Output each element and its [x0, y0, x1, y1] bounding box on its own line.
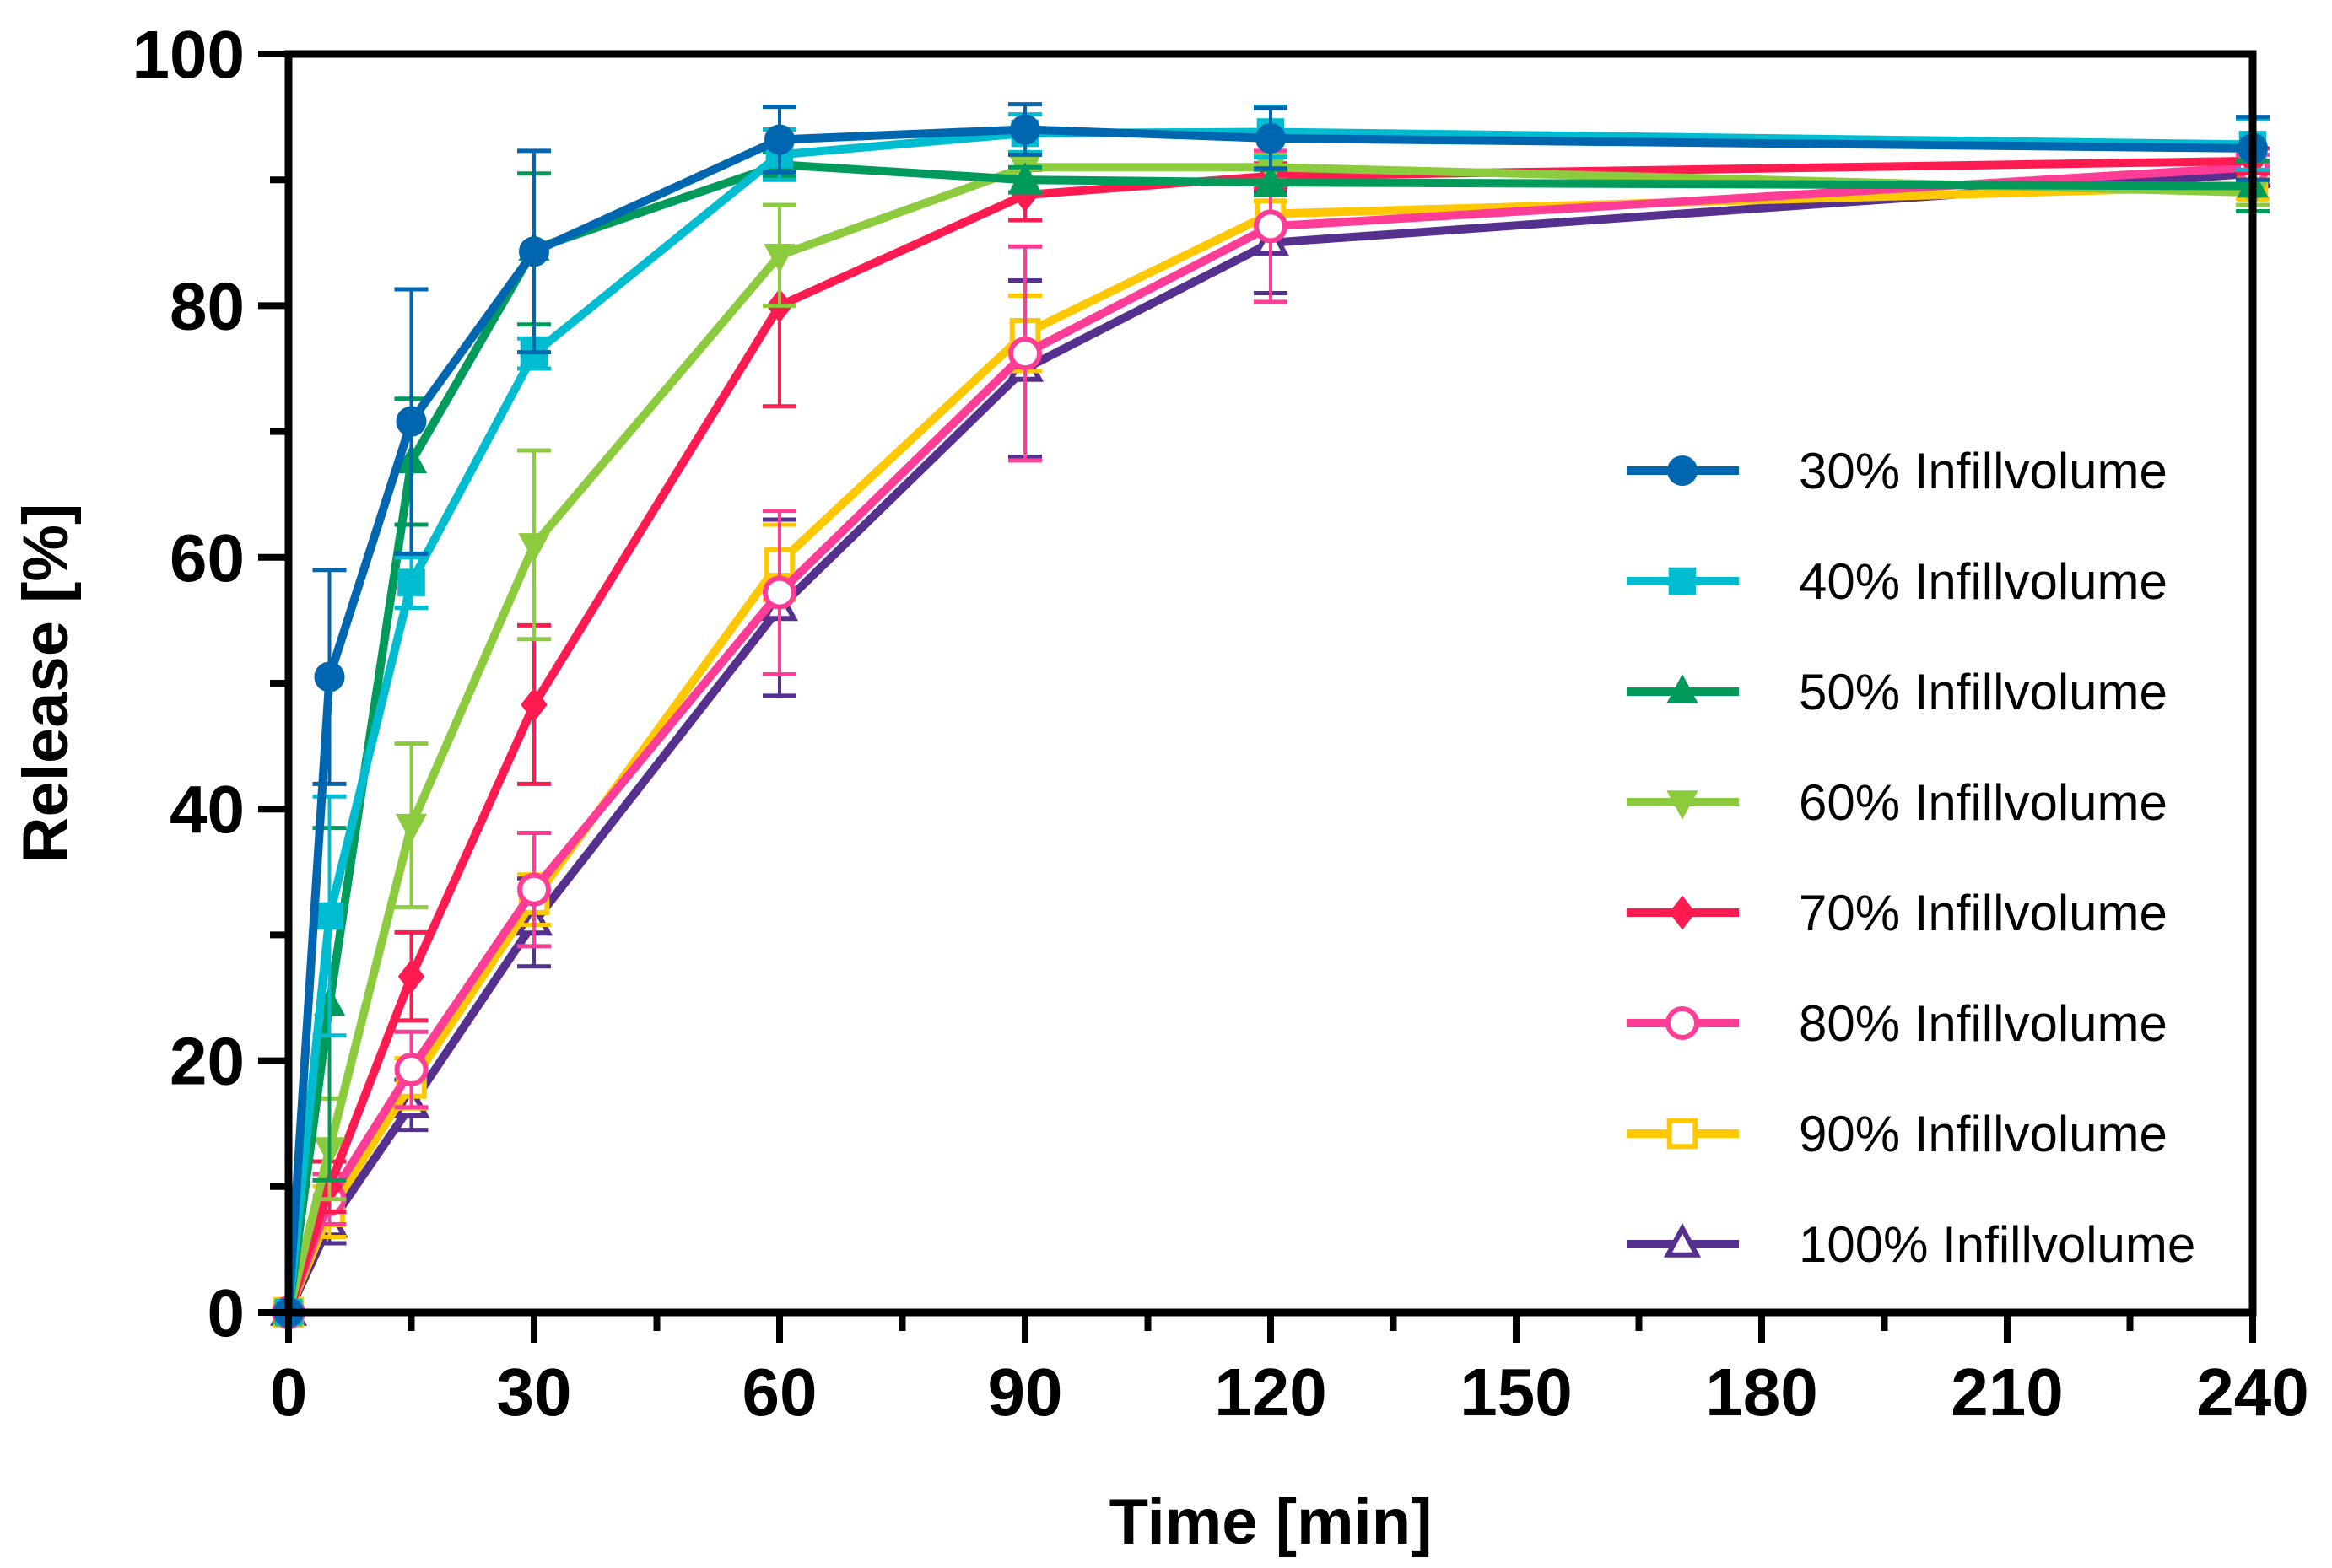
x-tick-label: 180: [1705, 1355, 1817, 1430]
x-tick-label: 240: [2196, 1355, 2308, 1430]
legend-item: 30% Infillvolume: [1627, 443, 2167, 499]
data-point: [521, 687, 548, 722]
data-point: [397, 568, 425, 596]
legend-item: 60% Infillvolume: [1627, 774, 2167, 831]
series-line: [284, 125, 2254, 1313]
data-point: [763, 575, 796, 610]
legend-marker: [1666, 1118, 1698, 1150]
x-tick-label: 0: [270, 1355, 308, 1430]
y-tick-label: 0: [208, 1275, 246, 1350]
legend-marker: [1665, 1006, 1699, 1040]
legend-label: 80% Infillvolume: [1799, 995, 2167, 1052]
x-tick-label: 90: [988, 1355, 1063, 1430]
y-tick-label: 20: [170, 1024, 245, 1099]
data-point: [396, 406, 427, 437]
legend-item: 100% Infillvolume: [1627, 1216, 2195, 1273]
data-point: [519, 236, 549, 267]
data-point: [395, 813, 428, 843]
x-tick-label: 60: [742, 1355, 818, 1430]
legend-label: 70% Infillvolume: [1799, 885, 2167, 941]
legend-label: 60% Infillvolume: [1799, 774, 2167, 831]
data-point: [316, 902, 343, 930]
legend-label: 90% Infillvolume: [1799, 1106, 2167, 1162]
data-point: [517, 872, 551, 907]
legend-item: 40% Infillvolume: [1627, 553, 2167, 610]
x-tick-label: 30: [497, 1355, 572, 1430]
axes: 0 20 40 60 80 100 0 30 60 90 120 150 180 210 240: [132, 17, 2309, 1430]
data-point: [394, 1053, 429, 1087]
data-point: [1009, 162, 1041, 191]
legend-marker: [1668, 567, 1697, 595]
x-axis-title: Time [min]: [1109, 1486, 1433, 1558]
data-point: [764, 243, 796, 273]
legend-marker: [1666, 674, 1698, 703]
series-line: [284, 163, 2254, 1314]
legend-marker: [1666, 790, 1698, 820]
legend-item: 90% Infillvolume: [1627, 1106, 2167, 1162]
data-point: [1008, 337, 1042, 371]
x-tick-label: 150: [1460, 1355, 1572, 1430]
data-point: [1254, 209, 1287, 244]
legend-marker: [1667, 455, 1698, 486]
data-point: [1255, 122, 1286, 154]
data-point: [397, 959, 425, 994]
legend-marker: [1669, 895, 1696, 930]
legend-item: 50% Infillvolume: [1627, 664, 2167, 720]
y-tick-label: 40: [170, 772, 245, 847]
legend: 30% Infillvolume 40% Infillvolume 50% Infi…: [1627, 443, 2195, 1273]
series-line: [284, 127, 2254, 1313]
data-point: [314, 661, 345, 692]
data-point: [1010, 114, 1040, 145]
series-line: [284, 163, 2254, 1314]
legend-marker: [1663, 1222, 1702, 1258]
y-tick-label: 100: [132, 17, 245, 92]
y-axis-title: Release [%]: [10, 504, 82, 864]
legend-item: 80% Infillvolume: [1627, 995, 2167, 1052]
y-tick-label: 60: [170, 520, 245, 595]
data-point: [1255, 164, 1287, 194]
data-point: [764, 124, 795, 155]
legend-label: 30% Infillvolume: [1799, 443, 2167, 499]
legend-label: 40% Infillvolume: [1799, 553, 2167, 610]
x-tick-label: 210: [1951, 1355, 2063, 1430]
data-point: [518, 533, 550, 563]
legend-label: 50% Infillvolume: [1799, 664, 2167, 720]
legend-item: 70% Infillvolume: [1627, 885, 2167, 941]
series-30-percent: [273, 102, 2270, 1328]
legend-label: 100% Infillvolume: [1799, 1216, 2195, 1273]
y-tick-label: 80: [170, 268, 245, 343]
x-tick-label: 120: [1214, 1355, 1326, 1430]
